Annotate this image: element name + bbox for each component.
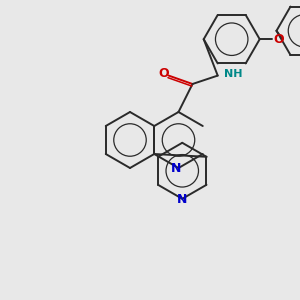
Text: N: N	[177, 193, 188, 206]
Text: O: O	[273, 33, 284, 46]
Text: NH: NH	[224, 69, 242, 79]
Text: N: N	[171, 163, 182, 176]
Text: O: O	[158, 67, 169, 80]
